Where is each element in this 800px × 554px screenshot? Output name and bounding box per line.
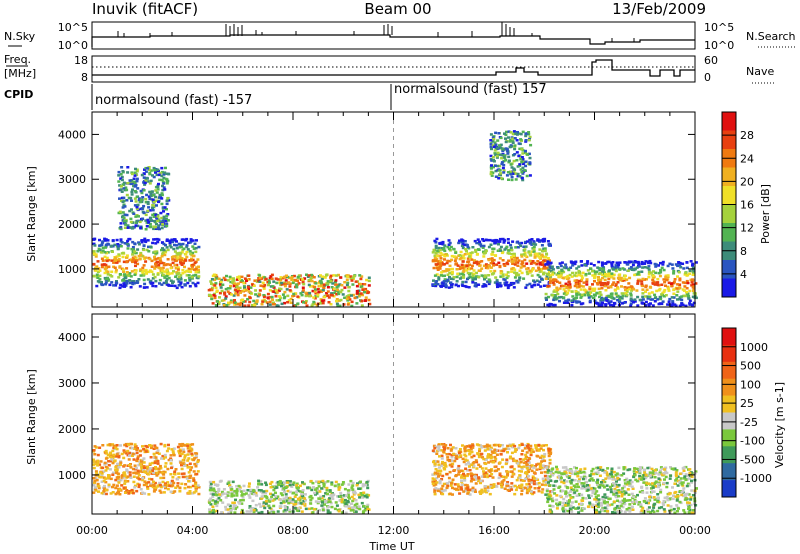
ytick-label: 1000 [58, 469, 86, 482]
cpid-label: CPID [4, 88, 33, 101]
colorbar-swatch [722, 167, 736, 187]
colorbar-tick-label: -500 [740, 453, 765, 466]
xlabel: Time UT [368, 540, 414, 553]
ytick-label: 3000 [58, 377, 86, 390]
colorbar-swatch [722, 480, 736, 498]
power-ylabel: Slant Range [km] [25, 166, 38, 262]
nsearch-label: N.Search [746, 30, 796, 43]
colorbar-tick-label: 100 [740, 378, 761, 391]
power-colorbar: 4 8 12 16 20 24 28 [721, 111, 754, 298]
colorbar-tick-label: 12 [740, 222, 754, 235]
nsky-series [91, 34, 695, 47]
power-panel: 1000 2000 3000 4000 [58, 111, 698, 308]
nsky-tick-bottom: 10^0 [58, 39, 88, 52]
xtick-label: 00:00 [679, 524, 711, 537]
colorbar-swatch [722, 328, 736, 346]
ytick-label: 2000 [58, 423, 86, 436]
xtick-label: 04:00 [177, 524, 209, 537]
echo-pixels [92, 442, 698, 515]
xtick-label: 12:00 [378, 524, 410, 537]
freq-label: Freq. [4, 53, 31, 66]
ytick-label: 1000 [58, 263, 86, 276]
ytick-label: 4000 [58, 128, 86, 141]
colorbar-swatch [722, 446, 736, 464]
colorbar-swatch [722, 344, 736, 363]
station-title: Inuvik (fitACF) [92, 0, 198, 18]
velocity-colorbar: 1000 500 100 25 -25 -100 -500 -1000 [721, 327, 772, 498]
ytick-label: 3000 [58, 173, 86, 186]
power-colorbar-label: Power [dB] [759, 184, 772, 244]
colorbar-tick-label: 4 [740, 268, 747, 281]
colorbar-swatch [722, 130, 736, 150]
ytick-label: 4000 [58, 331, 86, 344]
colorbar-tick-label: -1000 [740, 472, 772, 485]
colorbar-tick-label: 500 [740, 360, 761, 373]
colorbar-swatch [722, 463, 736, 481]
velocity-panel: 1000 2000 3000 4000 00:00 04:00 08:00 12:00 16:0… [58, 313, 711, 537]
colorbar-tick-label: 1000 [740, 341, 768, 354]
colorbar-swatch [722, 378, 736, 396]
colorbar-swatch [722, 112, 736, 131]
colorbar-swatch [722, 186, 736, 205]
nsky-spikes [117, 22, 635, 42]
nave-tick-top: 60 [704, 54, 718, 67]
beam-title: Beam 00 [364, 0, 431, 18]
nsky-tick-top: 10^5 [58, 21, 88, 34]
velocity-colorbar-label: Velocity [m s-1] [773, 382, 786, 468]
colorbar-swatch [722, 429, 736, 447]
colorbar-tick-label: 20 [740, 175, 754, 188]
colorbar-swatch [722, 204, 736, 224]
cpid-segment-2: normalsound (fast) 157 [394, 82, 547, 97]
xtick-label: 16:00 [478, 524, 510, 537]
colorbar-tick-label: 8 [740, 245, 747, 258]
freq-panel [91, 55, 696, 83]
date-title: 13/Feb/2009 [612, 0, 706, 18]
colorbar-tick-label: 25 [740, 397, 754, 410]
nsky-label: N.Sky [4, 30, 36, 43]
colorbar-swatch [722, 260, 736, 279]
freq-tick-top: 18 [74, 54, 88, 67]
freq-tick-bottom: 8 [81, 71, 88, 84]
nave-label: Nave [746, 65, 774, 78]
nave-tick-bottom: 0 [704, 71, 711, 84]
colorbar-tick-label: 28 [740, 129, 754, 142]
xtick-label: 08:00 [277, 524, 309, 537]
nsearch-tick-bottom: 10^0 [704, 39, 734, 52]
echo-pixels [92, 130, 698, 308]
nave-series [92, 59, 695, 77]
cpid-segment-1: normalsound (fast) -157 [95, 93, 252, 108]
ytick-label: 2000 [58, 218, 86, 231]
velocity-ylabel: Slant Range [km] [25, 369, 38, 465]
freq-unit: [MHz] [4, 67, 36, 80]
colorbar-tick-label: -25 [740, 416, 758, 429]
xtick-label: 20:00 [579, 524, 611, 537]
xtick-label: 00:00 [76, 524, 108, 537]
colorbar-tick-label: 24 [740, 152, 754, 165]
colorbar-swatch [722, 223, 736, 242]
colorbar-swatch [722, 278, 736, 298]
colorbar-swatch [722, 395, 736, 413]
colorbar-tick-label: -100 [740, 435, 765, 448]
colorbar-swatch [722, 412, 736, 430]
colorbar-swatch [722, 361, 736, 379]
colorbar-tick-label: 16 [740, 199, 754, 212]
nsky-panel [91, 21, 696, 50]
nsearch-tick-top: 10^5 [704, 21, 734, 34]
colorbar-frame [721, 327, 737, 498]
